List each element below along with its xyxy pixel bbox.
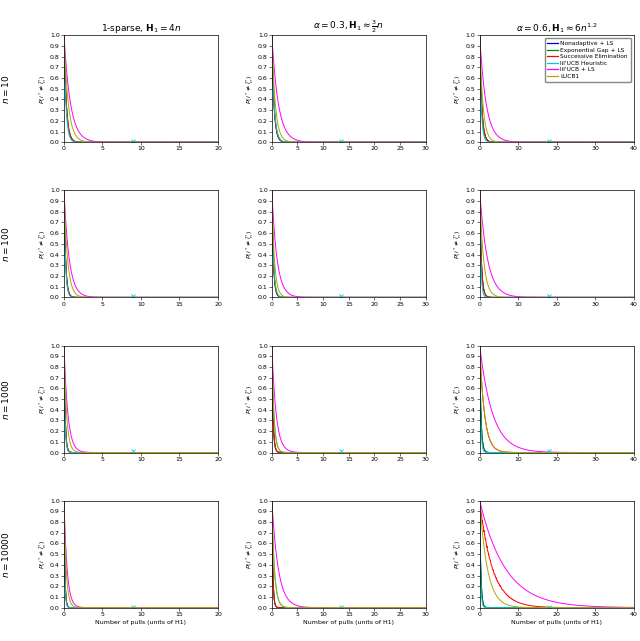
Title: $\alpha = 0.3, \mathbf{H}_1 \approx \frac{3}{2}n$: $\alpha = 0.3, \mathbf{H}_1 \approx \fra… <box>313 19 385 35</box>
X-axis label: Number of pulls (units of H1): Number of pulls (units of H1) <box>303 620 394 624</box>
Text: $n = 1000$: $n = 1000$ <box>0 378 11 420</box>
Y-axis label: $P(i^* \neq \hat{i}^*_n)$: $P(i^* \neq \hat{i}^*_n)$ <box>37 539 49 569</box>
X-axis label: Number of pulls (units of H1): Number of pulls (units of H1) <box>95 620 186 624</box>
Y-axis label: $P(i^* \neq \hat{i}^*_n)$: $P(i^* \neq \hat{i}^*_n)$ <box>37 229 49 259</box>
Y-axis label: $P(i^* \neq \hat{i}^*_n)$: $P(i^* \neq \hat{i}^*_n)$ <box>245 74 257 104</box>
Text: $n = 100$: $n = 100$ <box>0 226 11 262</box>
Y-axis label: $P(i^* \neq \hat{i}^*_n)$: $P(i^* \neq \hat{i}^*_n)$ <box>37 384 49 414</box>
Y-axis label: $P(i^* \neq \hat{i}^*_n)$: $P(i^* \neq \hat{i}^*_n)$ <box>453 539 464 569</box>
Legend: Nonadaptive + LS, Exponential Gap + LS, Successive Elimination, lil'UCB Heuristi: Nonadaptive + LS, Exponential Gap + LS, … <box>545 38 630 82</box>
Title: 1-sparse, $\mathbf{H}_1 = 4n$: 1-sparse, $\mathbf{H}_1 = 4n$ <box>101 22 181 35</box>
Y-axis label: $P(i^* \neq \hat{i}^*_n)$: $P(i^* \neq \hat{i}^*_n)$ <box>453 229 464 259</box>
Y-axis label: $P(i^* \neq \hat{i}^*_n)$: $P(i^* \neq \hat{i}^*_n)$ <box>245 539 257 569</box>
Y-axis label: $P(i^* \neq \hat{i}^*_n)$: $P(i^* \neq \hat{i}^*_n)$ <box>453 384 464 414</box>
Y-axis label: $P(i^* \neq \hat{i}^*_n)$: $P(i^* \neq \hat{i}^*_n)$ <box>453 74 464 104</box>
Y-axis label: $P(i^* \neq \hat{i}^*_n)$: $P(i^* \neq \hat{i}^*_n)$ <box>245 229 257 259</box>
X-axis label: Number of pulls (units of H1): Number of pulls (units of H1) <box>511 620 602 624</box>
Text: $n = 10$: $n = 10$ <box>0 74 11 104</box>
Title: $\alpha = 0.6, \mathbf{H}_1 \approx 6n^{1.2}$: $\alpha = 0.6, \mathbf{H}_1 \approx 6n^{… <box>516 21 598 35</box>
Y-axis label: $P(i^* \neq \hat{i}^*_n)$: $P(i^* \neq \hat{i}^*_n)$ <box>245 384 257 414</box>
Text: $n = 10000$: $n = 10000$ <box>0 531 11 578</box>
Y-axis label: $P(i^* \neq \hat{i}^*_n)$: $P(i^* \neq \hat{i}^*_n)$ <box>37 74 49 104</box>
